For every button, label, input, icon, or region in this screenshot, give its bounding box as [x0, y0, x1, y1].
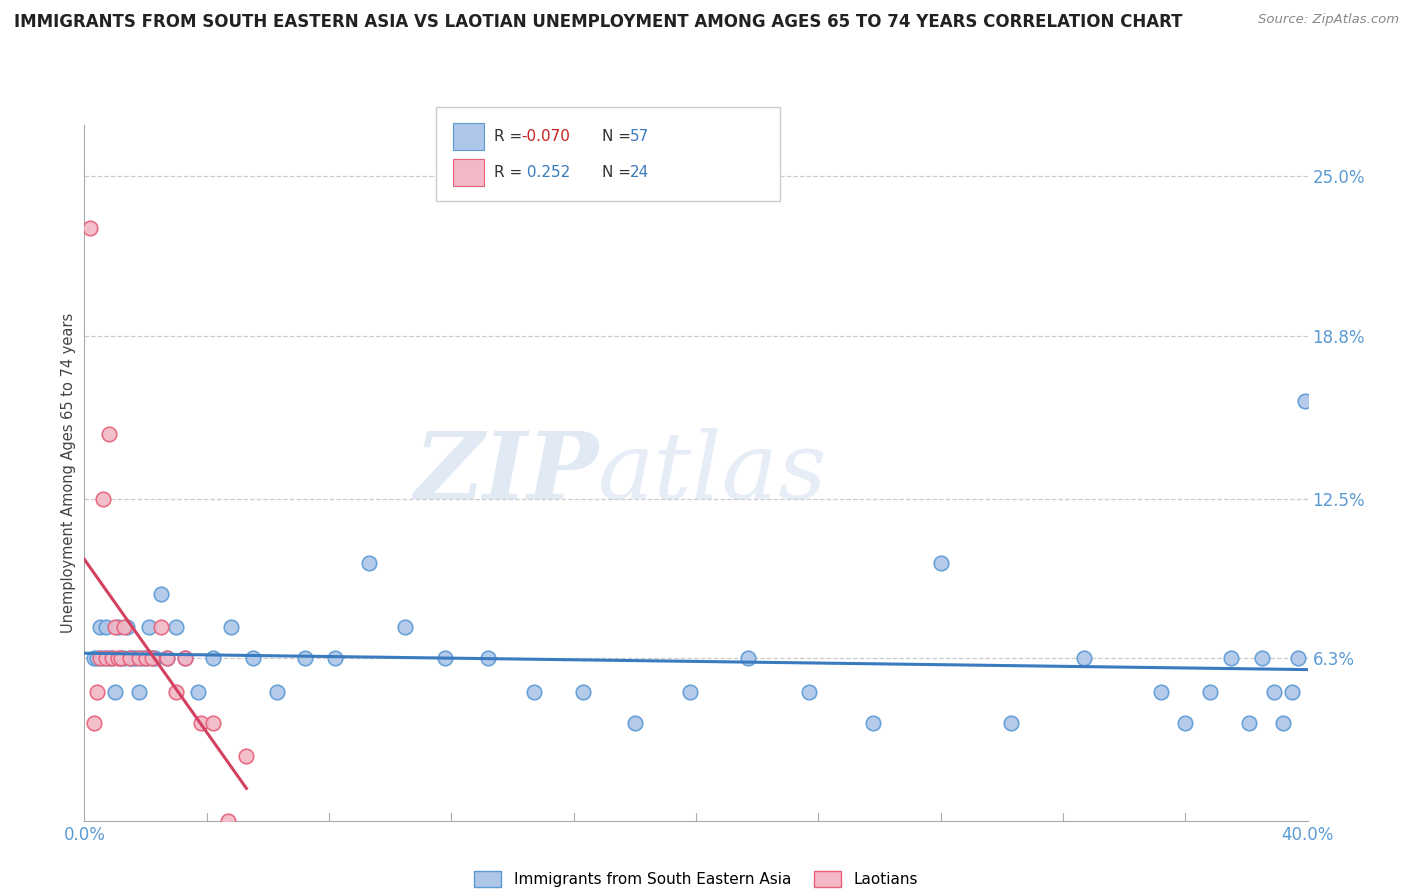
Point [122, 651, 145, 665]
Point [94, 651, 117, 665]
Point [294, 651, 316, 665]
Point [1174, 715, 1197, 730]
Point [110, 651, 132, 665]
Point [174, 651, 197, 665]
Text: R =: R = [494, 129, 527, 144]
Point [186, 685, 208, 699]
Point [1294, 393, 1316, 408]
Point [141, 651, 163, 665]
Point [1263, 685, 1285, 699]
Point [141, 651, 163, 665]
Point [110, 651, 132, 665]
Text: atlas: atlas [598, 428, 828, 517]
Point [91, 651, 114, 665]
Point [107, 651, 129, 665]
Point [1239, 715, 1261, 730]
Point [120, 651, 142, 665]
Point [104, 685, 127, 699]
Text: IMMIGRANTS FROM SOUTH EASTERN ASIA VS LAOTIAN UNEMPLOYMENT AMONG AGES 65 TO 74 Y: IMMIGRANTS FROM SOUTH EASTERN ASIA VS LA… [14, 13, 1182, 31]
Point [174, 651, 197, 665]
Point [97, 427, 120, 442]
Point [101, 651, 124, 665]
Point [1000, 715, 1022, 730]
Point [242, 651, 264, 665]
Text: 24: 24 [630, 165, 650, 179]
Point [112, 651, 135, 665]
Point [86, 651, 108, 665]
Point [1220, 651, 1243, 665]
Text: N =: N = [602, 129, 636, 144]
Point [149, 587, 172, 601]
Point [323, 651, 346, 665]
Point [104, 620, 127, 634]
Point [89, 620, 111, 634]
Point [128, 685, 150, 699]
Point [156, 651, 179, 665]
Text: N =: N = [602, 165, 636, 179]
Legend: Immigrants from South Eastern Asia, Laotians: Immigrants from South Eastern Asia, Laot… [468, 865, 924, 892]
Point [143, 651, 166, 665]
Point [83, 715, 105, 730]
Point [1250, 651, 1272, 665]
Point [131, 651, 153, 665]
Point [1272, 715, 1295, 730]
Point [94, 620, 117, 634]
Point [523, 685, 546, 699]
Text: R =: R = [494, 165, 527, 179]
Point [1198, 685, 1220, 699]
Point [79, 221, 101, 235]
Point [219, 620, 242, 634]
Text: 57: 57 [630, 129, 650, 144]
Point [97, 651, 120, 665]
Point [91, 491, 114, 506]
Point [1150, 685, 1173, 699]
Point [477, 651, 499, 665]
Point [1281, 685, 1303, 699]
Point [112, 620, 135, 634]
Text: ZIP: ZIP [413, 428, 598, 517]
Point [201, 715, 224, 730]
Point [101, 651, 124, 665]
Point [572, 685, 595, 699]
Point [737, 651, 759, 665]
Point [135, 651, 157, 665]
Point [434, 651, 457, 665]
Point [394, 620, 416, 634]
Point [1286, 651, 1309, 665]
Point [190, 715, 212, 730]
Point [86, 685, 108, 699]
Point [266, 685, 288, 699]
Point [201, 651, 224, 665]
Point [135, 651, 157, 665]
Point [107, 620, 129, 634]
Point [165, 685, 187, 699]
Text: Source: ZipAtlas.com: Source: ZipAtlas.com [1258, 13, 1399, 27]
Point [929, 556, 952, 570]
Point [235, 749, 257, 764]
Point [217, 814, 239, 828]
Point [138, 620, 160, 634]
Point [357, 556, 380, 570]
Point [156, 651, 179, 665]
Point [120, 651, 142, 665]
Point [89, 651, 111, 665]
Text: -0.070: -0.070 [522, 129, 571, 144]
Y-axis label: Unemployment Among Ages 65 to 74 years: Unemployment Among Ages 65 to 74 years [60, 312, 76, 633]
Point [165, 620, 187, 634]
Point [1073, 651, 1095, 665]
Point [624, 715, 647, 730]
Point [115, 620, 138, 634]
Text: 0.252: 0.252 [522, 165, 569, 179]
Point [797, 685, 820, 699]
Point [679, 685, 702, 699]
Point [125, 651, 148, 665]
Point [862, 715, 884, 730]
Point [149, 620, 172, 634]
Point [128, 651, 150, 665]
Point [83, 651, 105, 665]
